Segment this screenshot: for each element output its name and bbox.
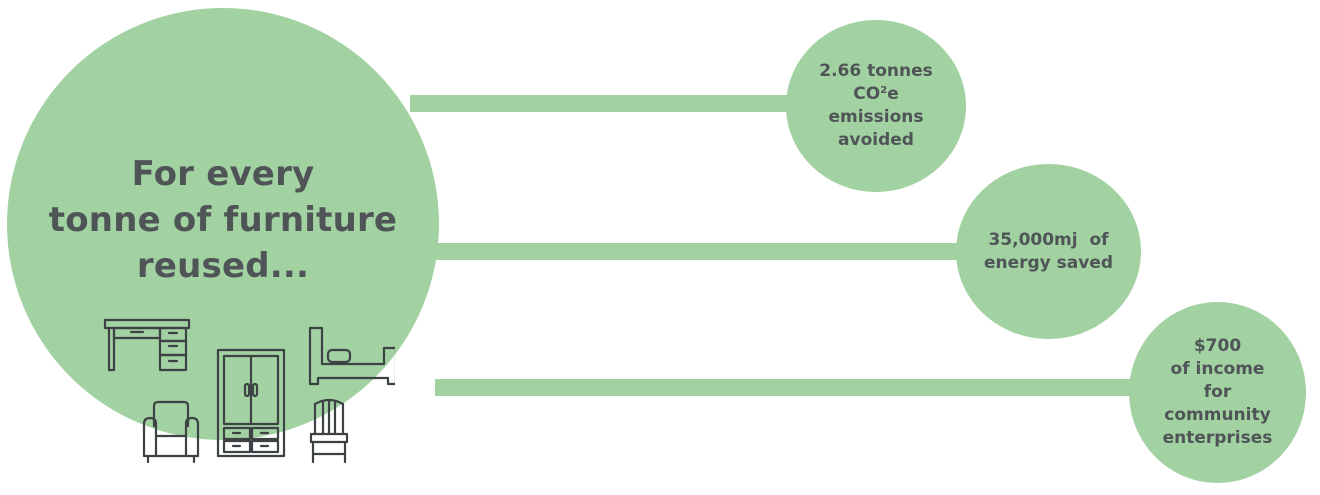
- stat-circle-emissions: 2.66 tonnes CO2e emissions avoided: [786, 20, 966, 192]
- stat-emissions-line-3: emissions: [828, 107, 924, 127]
- desk-icon: [103, 318, 191, 372]
- furniture-icons: [103, 318, 395, 464]
- stat-circle-energy: 35,000mj of energy saved: [956, 164, 1141, 339]
- wardrobe-icon: [216, 348, 286, 458]
- main-heading-line-1: For every: [131, 154, 315, 194]
- stat-circle-income: $700 of income for community enterprises: [1129, 302, 1306, 483]
- armchair-icon: [142, 400, 200, 464]
- stat-income-line-4: community: [1164, 405, 1271, 425]
- connector-line-1: [410, 95, 800, 112]
- chair-icon: [309, 398, 349, 464]
- main-heading-line-3: reused...: [136, 246, 310, 286]
- stat-emissions-text: 2.66 tonnes CO2e emissions avoided: [819, 60, 933, 152]
- stat-emissions-value: 2.66 tonnes: [819, 61, 933, 81]
- bed-icon: [308, 326, 395, 386]
- main-heading-line-2: tonne of furniture: [48, 200, 398, 240]
- stat-income-line-3: for: [1203, 382, 1232, 402]
- stat-income-value: $700: [1193, 336, 1242, 356]
- stat-income-line-5: enterprises: [1162, 428, 1273, 448]
- connector-line-3: [435, 379, 1145, 396]
- stat-energy-line-1: 35,000mj of: [988, 229, 1109, 250]
- stat-emissions-line-4: avoided: [838, 130, 914, 150]
- stat-energy-line-2: energy saved: [983, 252, 1114, 273]
- main-heading: For every tonne of furniture reused...: [7, 151, 439, 289]
- stat-income-text: $700 of income for community enterprises: [1163, 335, 1273, 450]
- connector-line-2: [430, 243, 970, 260]
- stat-energy-text: 35,000mj of energy saved: [984, 229, 1113, 275]
- stat-emissions-unit: CO2e: [853, 84, 899, 104]
- stat-income-line-2: of income: [1170, 359, 1265, 379]
